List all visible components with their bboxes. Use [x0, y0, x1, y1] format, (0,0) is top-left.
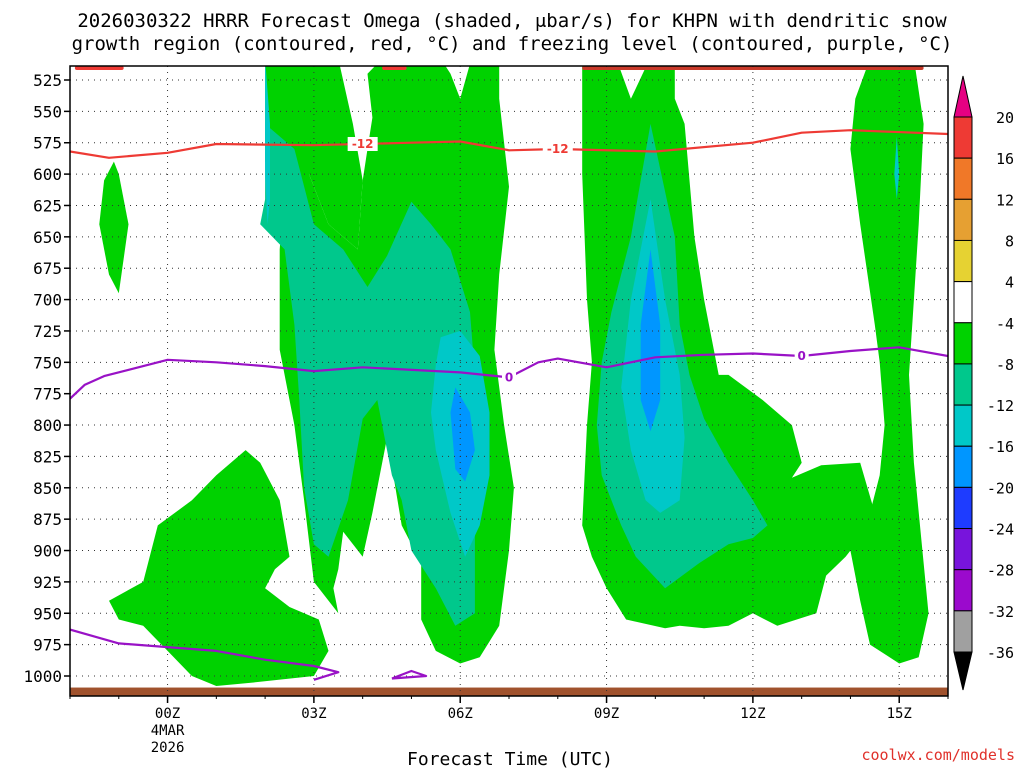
colorbar-label: -28 — [987, 562, 1014, 580]
red-contour-label-bg — [347, 136, 378, 151]
purple-contour-line — [70, 346, 948, 400]
red-contour-line — [70, 129, 948, 159]
colorbar-label: -36 — [987, 644, 1014, 662]
red-contour-label: -12 — [547, 142, 569, 156]
colorbar-box — [953, 116, 973, 159]
colorbar-box — [953, 528, 973, 571]
y-tick-label: 750 — [33, 353, 62, 372]
omega-region-green-upper-left-of-06z — [266, 66, 363, 250]
y-tick-label: 950 — [33, 604, 62, 623]
colorbar-bottom-arrow — [953, 651, 973, 691]
omega-region-green-left-narrow — [99, 161, 129, 294]
colorbar-box — [953, 486, 973, 530]
y-tick-label: 800 — [33, 416, 62, 435]
x-tick-label: 03Z — [301, 706, 326, 722]
y-tick-label: 1000 — [23, 667, 62, 686]
colorbar-box — [953, 198, 973, 241]
colorbar-label: -12 — [987, 397, 1014, 415]
y-tick-label: 675 — [33, 259, 62, 278]
x-tick-sublabel-year: 2026 — [151, 740, 185, 756]
purple-low-contour-line — [70, 628, 340, 681]
colorbar-label: -8 — [996, 356, 1014, 374]
chart-title-line-1: 2026030322 HRRR Forecast Omega (shaded, … — [77, 10, 947, 32]
plot-clipped-group: -12 -12 0 0 — [70, 66, 948, 696]
red-contour-label-bg — [542, 142, 573, 157]
colorbar-box — [953, 404, 973, 447]
omega-region-yellow-middle — [543, 349, 563, 463]
plot-area: -12 -12 0 0 — [70, 66, 948, 696]
red-contour-label: -12 — [352, 137, 374, 151]
y-tick-label: 650 — [33, 228, 62, 247]
colorbar-box — [953, 610, 973, 653]
colorbar-box — [953, 239, 973, 283]
top-red-bar-mid — [382, 66, 407, 70]
top-red-bar-left — [74, 66, 124, 70]
x-tick-label: 12Z — [740, 706, 765, 722]
y-tick-label: 925 — [33, 573, 62, 592]
omega-region-yellow-right-edge — [928, 66, 946, 313]
y-tick-label: 525 — [33, 71, 62, 90]
colorbar-label: -20 — [987, 479, 1014, 497]
y-tick-label: 600 — [33, 165, 62, 184]
top-red-bar-right — [582, 66, 924, 70]
purple-contour-label: 0 — [797, 349, 805, 363]
omega-region-blue-main — [450, 387, 475, 482]
purple-contour-label-bg — [502, 370, 516, 385]
y-tick-label: 575 — [33, 134, 62, 153]
omega-region-yellow-left — [162, 167, 178, 287]
y-tick-label: 775 — [33, 385, 62, 404]
y-tick-label: 825 — [33, 447, 62, 466]
y-tick-label: 900 — [33, 542, 62, 561]
y-tick-label: 625 — [33, 196, 62, 215]
colorbar-label: -16 — [987, 438, 1014, 456]
omega-region-cyan-right-edge — [894, 136, 900, 200]
y-tick-label: 975 — [33, 636, 62, 655]
y-tick-label: 850 — [33, 479, 62, 498]
colorbar-box — [953, 363, 973, 406]
x-axis-title: Forecast Time (UTC) — [407, 749, 613, 768]
colorbar-label: 8 — [1005, 232, 1014, 250]
y-tick-label: 550 — [33, 102, 62, 121]
x-tick-label: 06Z — [448, 706, 473, 722]
colorbar-label: -32 — [987, 603, 1014, 621]
chart-title-line-2: growth region (contoured, red, °C) and f… — [72, 33, 953, 55]
colorbar-box — [953, 157, 973, 200]
purple-contour-label: 0 — [505, 370, 513, 384]
colorbar-label: 4 — [1005, 274, 1014, 292]
axes: 525 550 575 600 625 650 675 700 725 750 775 800 825 8… — [23, 65, 949, 756]
colorbar-label: 16 — [996, 150, 1014, 168]
omega-region-teal-main — [260, 123, 485, 626]
colorbar-label: -4 — [996, 315, 1014, 333]
purple-low-contour-loop — [391, 669, 428, 680]
y-tick-label: 700 — [33, 291, 62, 310]
x-tick-label: 00Z — [155, 706, 180, 722]
colorbar-box — [953, 569, 973, 612]
colorbar: 20 16 12 8 4 -4 -8 -12 -16 -20 -24 -28 -32 -36 — [953, 75, 1014, 691]
colorbar-box — [953, 322, 973, 365]
x-tick-label: 15Z — [887, 706, 912, 722]
colorbar-label: 12 — [996, 191, 1014, 209]
y-tick-label: 875 — [33, 510, 62, 529]
colorbar-label: -24 — [987, 521, 1014, 539]
colorbar-box — [953, 445, 973, 488]
colorbar-box — [953, 281, 973, 324]
omega-region-green-lower-left — [109, 450, 329, 686]
credit-text: coolwx.com/models — [861, 746, 1015, 764]
colorbar-label: 20 — [996, 109, 1014, 127]
omega-region-blue-right — [640, 249, 661, 432]
ground-strip — [70, 687, 948, 696]
colorbar-top-arrow — [953, 75, 973, 118]
purple-contour-label-bg — [794, 349, 809, 364]
y-tick-label: 725 — [33, 322, 62, 341]
omega-region-green-right — [850, 66, 929, 664]
x-tick-label: 09Z — [594, 706, 619, 722]
x-tick-sublabel-date: 4MAR — [151, 723, 185, 739]
